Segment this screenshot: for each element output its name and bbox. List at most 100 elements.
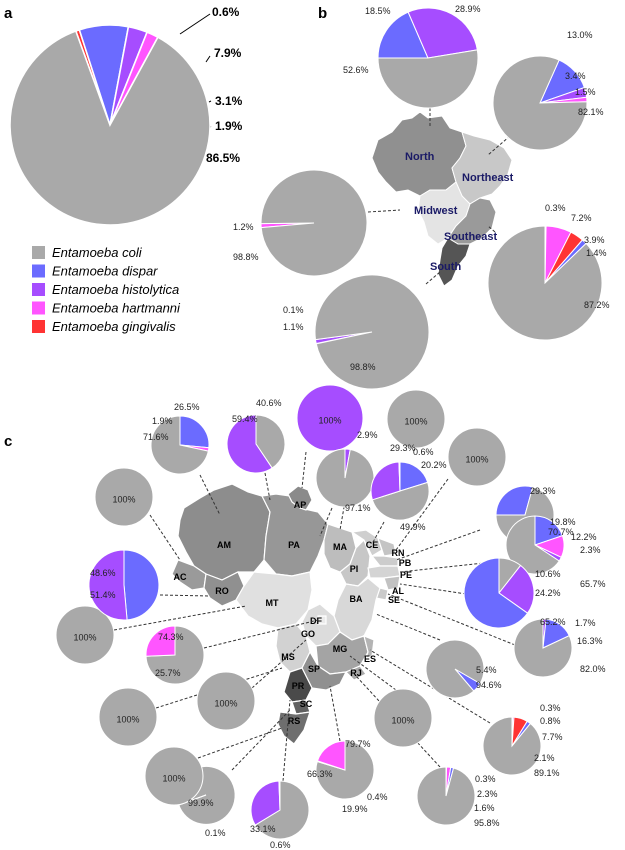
pie-b-midwest-label-hartmanni: 1.2% [233,222,254,232]
pie-c-mt-label-coli: 100% [73,632,96,642]
leader-lines [113,13,516,782]
pie-a-brazil-label-dispar: 7.9% [214,46,242,60]
state-label-am: AM [217,540,231,550]
pie-c-ac-slice-dispar [179,415,210,449]
pie-c-mt-slice-coli [55,605,115,665]
pie-c-pr-leader [282,699,291,782]
pie-c-es-label-histolytica: 0.3% [540,703,561,713]
map-state-sp [301,650,348,691]
pie-c-rj-label-coli: 95.8% [474,818,500,828]
legend-swatch-hartmanni [32,301,45,315]
pie-c-ms-label-coli: 100% [116,714,139,724]
pie-b-north-slice-coli [377,49,479,109]
panel-letter-a: a [4,5,13,22]
state-label-mg: MG [333,644,348,654]
state-label-rs: RS [288,716,301,726]
pie-b-north-label-histolytica: 28.9% [455,4,481,14]
pie-b-southeast-label-histolytica: 0.3% [545,203,566,213]
state-label-es: ES [364,654,376,664]
pie-a-callout-2 [208,100,212,103]
map-state-df [317,615,327,625]
pie-b-southeast-slice-coli [487,225,603,341]
pie-c-df-slice-coli [145,625,205,685]
pie-b-northeast-label-coli: 82.1% [578,107,604,117]
pie-c-pb-label-dispar: 29.3% [530,486,556,496]
pie-b-southeast-label-dispar: 1.4% [586,248,607,258]
pie-a-brazil-slice-coli [9,30,211,226]
panel-letter-c: c [4,433,12,450]
pie-c-rs-slice-coli [144,746,204,806]
pie-c-pr-label-coli: 66.3% [307,769,333,779]
pie-c-ba-label-coli: 94.6% [476,680,502,690]
pie-c-al-label-coli: 10.6% [535,569,561,579]
pie-c-pe-label-hartmanni: 12.2% [571,532,597,542]
legend-label-hartmanni: Entamoeba hartmanni [52,301,181,316]
pie-b-southeast-label-gingivalis: 3.9% [584,235,605,245]
pie-c-ba-slice-coli [425,639,485,699]
pie-b-midwest-leader [367,209,401,213]
map-state-es [363,635,375,659]
pie-b-southeast-leader [487,225,496,233]
pie-c-pr-slice-coli [254,780,310,840]
pie-c-df-label-coli: 74.3% [158,632,184,642]
pie-c-es-leader [369,649,491,724]
pie-c-ac-label-coli: 71.6% [143,432,169,442]
state-label-sc: SC [300,699,313,709]
pie-c-pe-slice-coli [505,515,560,575]
pie-b-south-label-histolytica: 1.1% [283,322,304,332]
region-label-north: North [405,151,435,163]
pies [9,7,603,840]
pie-c-al-label-dispar: 65.2% [540,617,566,627]
pie-c-ro-label-histolytica: 51.4% [90,590,116,600]
pie-b-midwest-label-coli: 98.8% [233,252,259,262]
state-label-mt: MT [266,598,279,608]
pie-b-south-label-dispar: 0.1% [283,305,304,315]
state-label-pa: PA [288,540,300,550]
pie-c-ce-leader [371,521,385,545]
pie-c-ac-label-dispar: 26.5% [174,402,200,412]
pie-c-pe-label-coli: 65.7% [580,579,606,589]
pie-b-south-label-coli: 98.8% [350,362,376,372]
legend-swatch-coli [32,246,45,259]
pie-b-north-slice-dispar [377,11,429,59]
state-label-ma: MA [333,542,347,552]
pie-c-rj-slice-coli [416,766,476,826]
pie-b-southeast-label-coli: 87.2% [584,300,610,310]
pie-c-ac-leader [199,474,221,516]
pie-c-ba-leader [375,613,441,641]
pie-c-ro-slice-histolytica [88,549,128,621]
pie-c-ce-slice-histolytica [370,461,401,501]
map-state-ac [171,559,207,591]
pie-c-mg-leader [349,655,397,691]
pie-c-ce-label-coli: 49.9% [400,522,426,532]
pie-c-am-label-coli: 40.6% [256,398,282,408]
map-state-pb [370,555,399,567]
pie-c-es-label-gingivalis: 7.7% [542,732,563,742]
state-label-se: SE [388,595,400,605]
pie-c-ce-label-dispar: 20.2% [421,460,447,470]
pie-c-pr-label-hartmanni: 0.6% [270,840,291,850]
pie-c-sc-leader [231,709,291,771]
map-state-al [383,575,401,591]
pie-c-sp-label-dispar: 0.4% [367,792,388,802]
map-state-rn [377,536,397,557]
pie-c-se-label-dispar: 16.3% [577,636,603,646]
pie-b-northeast-label-hartmanni: 1.5% [575,87,596,97]
pie-c-al-label-histolytica: 24.2% [535,588,561,598]
state-label-ce: CE [366,540,379,550]
pie-c-ac-slice-coli [150,415,209,475]
state-label-ac: AC [174,572,187,582]
region-label-southeast: Southeast [444,231,498,243]
pie-c-pe-leader [399,559,513,573]
pie-c-ma-slice-coli [386,389,446,449]
pie-c-ac-label-hartmanni: 1.9% [152,416,173,426]
pie-c-df-leader [203,619,319,649]
map-region-southeast [447,197,497,245]
map-panel-c [171,483,401,745]
pie-c-pa-label-coli: 97.1% [345,503,371,513]
map-panel-b [371,111,513,287]
pie-c-se-label-coli: 82.0% [580,664,606,674]
legend-swatch-gingivalis [32,320,45,333]
panel-letter-b: b [318,5,327,22]
